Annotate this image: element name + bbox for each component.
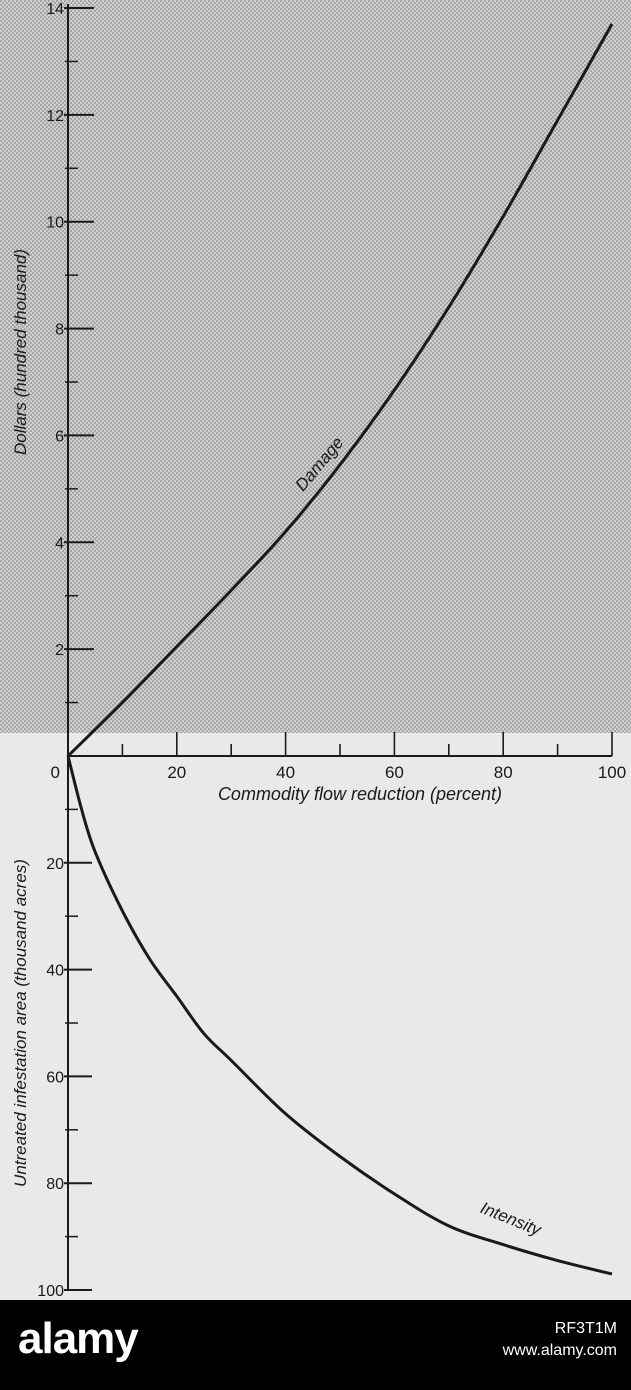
y2-tick-label: 100: [37, 1283, 64, 1300]
y-tick-label: 6: [55, 428, 64, 445]
y-tick-label: 14: [46, 1, 64, 18]
y2-tick-label: 20: [46, 856, 64, 873]
stipple-background: [0, 0, 631, 733]
y-tick-label: 4: [55, 535, 64, 552]
figure: 2 4 6 8 10 12 14 0 20 40 60 80 100 20 40 60 80 100 Damage I…: [0, 0, 631, 1300]
footer-logo: alamy: [18, 1314, 139, 1363]
y-tick-label: 2: [55, 642, 64, 659]
axes: [64, 4, 613, 1291]
x-tick-label: 80: [494, 763, 513, 782]
x-axis-title: Commodity flow reduction (percent): [218, 784, 502, 804]
y2-tick-label: 80: [46, 1176, 64, 1193]
lower-panel-background: [0, 733, 631, 1300]
footer-bar: alamy RF3T1M www.alamy.com: [0, 1300, 631, 1390]
curves: [66, 23, 614, 1276]
series-intensity-line: [66, 755, 613, 1276]
y2-axis-title: Untreated infestation area (thousand acr…: [11, 859, 30, 1187]
y2-tick-label: 60: [46, 1069, 64, 1086]
footer-image-id: RF3T1M: [554, 1320, 617, 1337]
footer-id-block: RF3T1M www.alamy.com: [503, 1318, 617, 1362]
y2-tick-label: 40: [46, 963, 64, 980]
series-damage-line: [66, 23, 614, 758]
x-tick-label: 100: [598, 763, 626, 782]
x-tick-label: 40: [276, 763, 295, 782]
y-tick-label: 10: [46, 215, 64, 232]
x-tick-label: 60: [385, 763, 404, 782]
y-tick-label: 8: [55, 322, 64, 339]
y-tick-label: 12: [46, 108, 64, 125]
footer-site: www.alamy.com: [502, 1342, 617, 1359]
y-axis-title: Dollars (hundred thousand): [11, 249, 30, 455]
x-tick-label: 0: [51, 763, 60, 782]
x-tick-label: 20: [167, 763, 186, 782]
